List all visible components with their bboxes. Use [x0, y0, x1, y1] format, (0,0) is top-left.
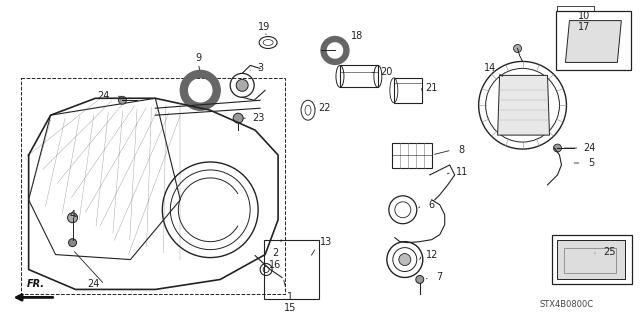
Bar [340, 65, 378, 87]
Circle shape [233, 113, 243, 123]
Text: 2: 2 [272, 248, 278, 258]
Bar [392, 143, 432, 168]
Bar [557, 11, 631, 70]
Text: 6: 6 [429, 200, 435, 210]
Circle shape [236, 79, 248, 91]
Circle shape [416, 276, 424, 284]
Text: 14: 14 [483, 63, 496, 73]
Circle shape [554, 144, 561, 152]
Bar [394, 78, 422, 103]
Text: 8: 8 [459, 145, 465, 155]
Text: 22: 22 [319, 103, 332, 113]
Bar [552, 235, 632, 285]
Text: 15: 15 [284, 303, 296, 313]
Bar [564, 248, 616, 272]
Circle shape [399, 254, 411, 265]
Text: 16: 16 [269, 260, 281, 270]
Bar [557, 240, 625, 279]
Circle shape [68, 239, 77, 247]
Text: 20: 20 [381, 67, 393, 78]
Bar [20, 78, 285, 294]
Text: 25: 25 [603, 247, 616, 256]
Text: 1: 1 [287, 293, 293, 302]
Text: 5: 5 [588, 158, 595, 168]
Text: FR.: FR. [27, 279, 45, 289]
Text: 18: 18 [351, 31, 363, 41]
Polygon shape [498, 75, 550, 135]
Polygon shape [566, 21, 621, 63]
Text: 19: 19 [258, 22, 270, 32]
Text: STX4B0800C: STX4B0800C [540, 300, 594, 309]
Text: 23: 23 [252, 113, 264, 123]
Text: 24: 24 [87, 279, 100, 289]
Text: 12: 12 [426, 249, 438, 260]
Text: 9: 9 [195, 54, 202, 63]
Text: 3: 3 [257, 63, 263, 73]
Text: 13: 13 [320, 237, 332, 247]
Circle shape [513, 45, 522, 52]
Circle shape [68, 213, 77, 223]
Text: 21: 21 [426, 83, 438, 93]
Bar [264, 240, 319, 300]
Circle shape [118, 96, 127, 104]
Text: 7: 7 [436, 272, 443, 283]
Text: 17: 17 [578, 22, 591, 32]
Text: 4: 4 [70, 210, 76, 220]
Text: 24: 24 [97, 91, 109, 101]
Text: 11: 11 [456, 167, 468, 177]
Text: 24: 24 [583, 143, 596, 153]
Text: 10: 10 [579, 11, 591, 21]
